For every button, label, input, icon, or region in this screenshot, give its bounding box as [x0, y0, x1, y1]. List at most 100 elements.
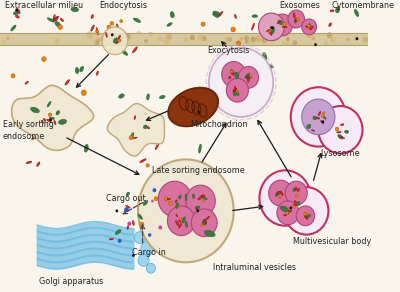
Ellipse shape: [284, 215, 286, 216]
Ellipse shape: [313, 116, 316, 120]
Circle shape: [293, 205, 295, 208]
Ellipse shape: [176, 220, 179, 226]
Text: Golgi apparatus: Golgi apparatus: [39, 277, 103, 286]
Ellipse shape: [204, 230, 215, 237]
Ellipse shape: [277, 191, 282, 194]
Ellipse shape: [176, 202, 178, 208]
Ellipse shape: [15, 15, 19, 18]
Ellipse shape: [282, 26, 287, 28]
Text: Extracellular milieu: Extracellular milieu: [5, 1, 83, 10]
Circle shape: [127, 222, 131, 226]
Ellipse shape: [280, 192, 283, 195]
Circle shape: [335, 127, 339, 131]
Circle shape: [318, 106, 362, 154]
Circle shape: [118, 39, 121, 42]
Ellipse shape: [116, 24, 118, 28]
Circle shape: [146, 263, 156, 273]
Ellipse shape: [252, 23, 254, 30]
Circle shape: [289, 206, 292, 209]
Ellipse shape: [60, 18, 64, 22]
Ellipse shape: [55, 18, 58, 21]
Circle shape: [296, 194, 298, 197]
Circle shape: [96, 30, 98, 33]
Circle shape: [59, 34, 64, 39]
Circle shape: [177, 204, 180, 207]
Ellipse shape: [131, 133, 134, 138]
Circle shape: [308, 33, 313, 38]
Circle shape: [312, 24, 315, 28]
Circle shape: [96, 38, 101, 42]
Ellipse shape: [288, 210, 292, 213]
Ellipse shape: [116, 41, 119, 44]
Circle shape: [260, 170, 311, 226]
Ellipse shape: [134, 142, 136, 147]
Circle shape: [100, 40, 105, 46]
Circle shape: [296, 18, 299, 21]
Ellipse shape: [354, 9, 359, 17]
Circle shape: [101, 37, 105, 42]
Circle shape: [42, 57, 46, 62]
Circle shape: [209, 48, 273, 117]
Circle shape: [282, 41, 286, 46]
Ellipse shape: [126, 192, 130, 196]
Ellipse shape: [84, 144, 88, 152]
Text: Exocytosis: Exocytosis: [207, 46, 249, 55]
Circle shape: [268, 30, 270, 33]
Circle shape: [279, 196, 281, 199]
Circle shape: [322, 115, 324, 117]
Ellipse shape: [252, 15, 258, 18]
Ellipse shape: [119, 94, 124, 98]
Circle shape: [6, 36, 10, 40]
Ellipse shape: [140, 159, 146, 163]
Ellipse shape: [309, 23, 311, 30]
Ellipse shape: [134, 116, 136, 119]
Circle shape: [95, 40, 99, 45]
Circle shape: [151, 200, 154, 202]
Ellipse shape: [37, 162, 40, 166]
Circle shape: [202, 36, 206, 41]
Ellipse shape: [213, 11, 221, 16]
Circle shape: [94, 39, 97, 43]
Circle shape: [236, 41, 241, 46]
Circle shape: [47, 35, 51, 40]
Circle shape: [116, 209, 118, 212]
Ellipse shape: [56, 111, 60, 115]
Ellipse shape: [114, 38, 117, 43]
Circle shape: [197, 34, 204, 41]
Circle shape: [226, 78, 248, 102]
Text: Mitochondrion: Mitochondrion: [190, 120, 248, 129]
Polygon shape: [12, 85, 94, 150]
Circle shape: [48, 113, 52, 117]
Circle shape: [256, 35, 262, 41]
Ellipse shape: [310, 26, 314, 30]
Ellipse shape: [198, 144, 201, 153]
Circle shape: [197, 110, 200, 114]
Ellipse shape: [143, 125, 147, 129]
Text: Endocytosis: Endocytosis: [99, 1, 147, 10]
Ellipse shape: [340, 136, 344, 139]
Circle shape: [54, 38, 60, 44]
Ellipse shape: [233, 88, 237, 92]
Circle shape: [158, 36, 162, 41]
Ellipse shape: [294, 201, 297, 203]
Circle shape: [264, 37, 268, 41]
Circle shape: [285, 42, 289, 46]
Ellipse shape: [235, 72, 238, 79]
Circle shape: [158, 225, 162, 230]
Circle shape: [124, 207, 129, 212]
Circle shape: [88, 35, 92, 39]
Circle shape: [231, 27, 236, 32]
Ellipse shape: [234, 86, 236, 92]
Ellipse shape: [236, 92, 239, 95]
Ellipse shape: [202, 221, 206, 225]
Ellipse shape: [147, 94, 149, 100]
Circle shape: [81, 90, 86, 95]
Circle shape: [296, 206, 315, 226]
Circle shape: [285, 211, 289, 215]
Circle shape: [278, 30, 281, 34]
Ellipse shape: [126, 205, 130, 208]
Ellipse shape: [58, 119, 67, 124]
Circle shape: [288, 10, 304, 28]
Circle shape: [186, 185, 215, 217]
Text: Lysosome: Lysosome: [320, 150, 360, 159]
